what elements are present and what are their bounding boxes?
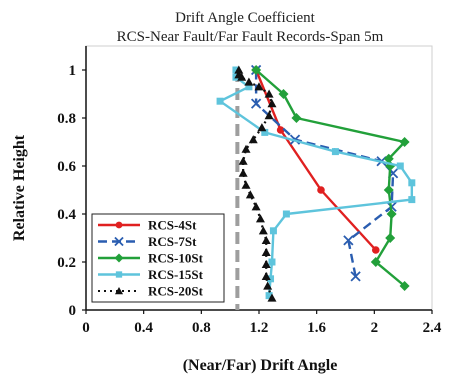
legend-swatch-marker <box>116 222 123 229</box>
series-rcs-10st <box>251 65 409 291</box>
y-tick-label: 0.8 <box>57 111 76 127</box>
data-point <box>397 163 404 170</box>
legend-label: RCS-20St <box>148 284 204 299</box>
x-tick-label: 2 <box>371 320 379 336</box>
data-point <box>246 190 255 198</box>
data-point <box>239 157 248 165</box>
data-point <box>317 186 325 194</box>
x-tick-label: 0.8 <box>192 320 211 336</box>
data-point <box>408 196 415 203</box>
legend-swatch-marker <box>116 271 122 277</box>
data-point <box>217 98 224 105</box>
data-point <box>372 246 380 254</box>
series-line <box>256 70 376 250</box>
y-tick-label: 0.2 <box>57 255 76 271</box>
y-axis-title: Relative Height <box>11 134 28 241</box>
x-tick-label: 2.4 <box>423 320 442 336</box>
y-tick-label: 1 <box>69 63 77 79</box>
data-point <box>259 226 268 234</box>
legend-label: RCS-7St <box>148 234 197 249</box>
chart-subtitle: RCS-Near Fault/Far Fault Records-Span 5m <box>117 29 384 45</box>
data-point <box>262 236 271 244</box>
data-point <box>252 202 261 210</box>
y-tick-label: 0 <box>69 303 77 319</box>
plot-area: 0 0.4 0.8 1.2 1.6 2 2.400.20.40.60.81RCS-4StRC… <box>57 46 442 336</box>
y-tick-label: 0.4 <box>57 207 76 223</box>
x-tick-label: 0 <box>82 320 90 336</box>
series-line <box>256 70 404 286</box>
data-point <box>270 227 277 234</box>
x-tick-label: 0.4 <box>134 320 153 336</box>
legend-label: RCS-10St <box>148 251 204 266</box>
data-point <box>332 148 339 155</box>
x-tick-label: 1.6 <box>307 320 326 336</box>
data-point <box>256 214 265 222</box>
data-point <box>242 145 251 153</box>
data-point <box>283 211 290 218</box>
x-axis-title: (Near/Far) Drift Angle <box>183 357 338 374</box>
chart-title: Drift Angle Coefficient <box>175 10 316 26</box>
legend-label: RCS-15St <box>148 267 204 282</box>
y-tick-label: 0.6 <box>57 159 76 175</box>
x-tick-label: 1.2 <box>250 320 269 336</box>
data-point <box>408 179 415 186</box>
data-point <box>268 259 275 266</box>
data-point <box>249 135 258 143</box>
data-point <box>262 248 271 256</box>
data-point <box>244 78 253 86</box>
legend-label: RCS-4St <box>148 218 197 233</box>
data-point <box>291 113 301 123</box>
data-point <box>239 169 248 177</box>
data-point <box>242 181 251 189</box>
